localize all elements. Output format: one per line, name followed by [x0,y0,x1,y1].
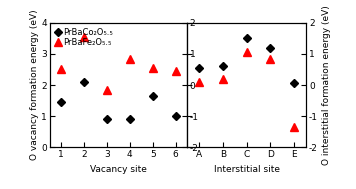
PrBaCo₂O₅.₅ [173,115,178,117]
PrBaFe₂O₅.₅ [105,89,109,91]
Legend: PrBaCo₂O₅.₅, PrBaFe₂O₅.₅: PrBaCo₂O₅.₅, PrBaFe₂O₅.₅ [54,27,114,48]
Y-axis label: O vacancy formation energy (eV): O vacancy formation energy (eV) [30,10,38,160]
X-axis label: Vacancy site: Vacancy site [90,165,147,174]
X-axis label: Interstitial site: Interstitial site [214,165,279,174]
PrBaFe₂O₅.₅ [173,70,178,72]
PrBaCo₂O₅.₅ [105,118,109,121]
PrBaCo₂O₅.₅ [128,118,132,121]
PrBaCo₂O₅.₅ [59,101,63,103]
PrBaCo₂O₅.₅ [82,81,86,83]
PrBaFe₂O₅.₅ [128,57,132,60]
PrBaFe₂O₅.₅ [59,68,63,71]
PrBaCo₂O₅.₅ [151,95,155,97]
Line: PrBaCo₂O₅.₅: PrBaCo₂O₅.₅ [58,79,178,122]
Line: PrBaFe₂O₅.₅: PrBaFe₂O₅.₅ [57,33,180,94]
PrBaFe₂O₅.₅ [151,67,155,69]
PrBaFe₂O₅.₅ [82,36,86,38]
Y-axis label: O interstitial formation energy (eV): O interstitial formation energy (eV) [322,5,331,165]
